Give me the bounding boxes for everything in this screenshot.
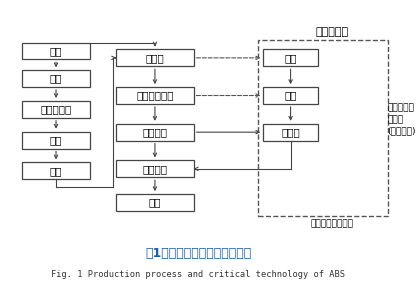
Bar: [263, 50, 318, 66]
Bar: [258, 40, 388, 217]
Text: 固溶: 固溶: [285, 53, 297, 63]
Bar: [116, 87, 194, 104]
Text: Fig. 1 Production process and critical technology of ABS: Fig. 1 Production process and critical t…: [51, 270, 345, 279]
Text: 装备技术依赖进口: 装备技术依赖进口: [310, 220, 354, 229]
Text: (国外垄断): (国外垄断): [388, 127, 416, 136]
Text: 铸造: 铸造: [50, 74, 62, 84]
Bar: [22, 43, 90, 59]
Text: 气垫炉: 气垫炉: [388, 115, 404, 124]
Bar: [116, 194, 194, 211]
Text: 均热、加热: 均热、加热: [40, 104, 72, 114]
Text: 关键装备：: 关键装备：: [388, 103, 414, 112]
Bar: [22, 101, 90, 118]
Text: 图1汽车板生产工艺及关键技术: 图1汽车板生产工艺及关键技术: [145, 246, 251, 259]
Text: 热轧: 热轧: [50, 135, 62, 145]
Text: 涂润滑剂: 涂润滑剂: [142, 164, 168, 174]
Text: 预时效: 预时效: [281, 127, 300, 137]
Text: 冷轧: 冷轧: [50, 166, 62, 176]
Text: 熔炼: 熔炼: [50, 46, 62, 56]
Text: 拉弯矫直: 拉弯矫直: [142, 127, 168, 137]
Bar: [263, 87, 318, 104]
Bar: [116, 124, 194, 141]
Text: 成品: 成品: [149, 198, 161, 207]
Bar: [22, 132, 90, 149]
Bar: [22, 162, 90, 179]
Text: 预处理工序: 预处理工序: [316, 27, 349, 37]
Text: 淬火: 淬火: [285, 91, 297, 101]
Bar: [22, 70, 90, 87]
Text: 热处理: 热处理: [145, 53, 164, 63]
Text: 表面转化处理: 表面转化处理: [136, 91, 174, 101]
Bar: [116, 50, 194, 66]
Bar: [263, 124, 318, 141]
Bar: [116, 160, 194, 177]
